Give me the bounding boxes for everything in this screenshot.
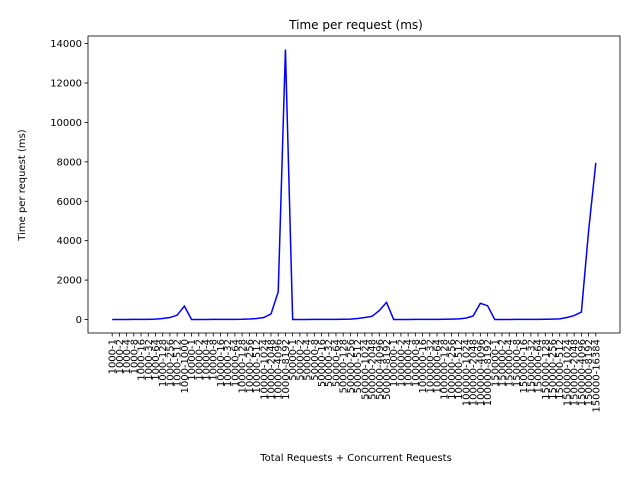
x-tick-label: 1000-16 — [137, 339, 148, 381]
x-tick-label: 100000-32 — [425, 339, 436, 394]
x-tick-label: 10000-16 — [216, 339, 227, 387]
x-axis-label: Total Requests + Concurrent Requests — [259, 453, 452, 464]
x-tick-label: 1000-512 — [173, 339, 184, 387]
x-tick-label: 10000-512 — [252, 339, 263, 394]
x-tick-label: 100000-8192 — [483, 339, 494, 406]
x-tick-label: 50000-2048 — [368, 339, 379, 400]
y-tick-label: 0 — [76, 315, 82, 326]
x-tick-label: 10000-8 — [209, 339, 220, 381]
y-tick-label: 4000 — [57, 236, 82, 247]
x-tick-label: 50000-1024 — [360, 339, 371, 400]
x-tick-label: 50000-16 — [317, 339, 328, 387]
x-tick-label: 100000-2 — [396, 339, 407, 387]
x-tick-label: 150000-4096 — [577, 339, 588, 406]
x-tick-label: 150000-16384 — [591, 339, 602, 413]
x-tick-label: 150000-1 — [490, 339, 501, 387]
x-tick-label: 50000-4096 — [375, 339, 386, 400]
x-tick-label: 10000-8192 — [281, 339, 292, 400]
x-tick-label: 50000-8 — [310, 339, 321, 381]
x-tick-label: 50000-128 — [339, 339, 350, 394]
x-tick-label: 150000-512 — [555, 339, 566, 400]
x-tick-label: 1000-4 — [122, 339, 133, 374]
x-tick-label: 100000-1 — [389, 339, 400, 387]
x-tick-label: 10000-1024 — [259, 339, 270, 400]
x-tick-label: 50000-256 — [346, 339, 357, 394]
x-tick-label: 100000-8 — [411, 339, 422, 387]
x-tick-label: 150000-2 — [497, 339, 508, 387]
x-tick-label: 150000-2048 — [570, 339, 581, 406]
y-tick-label: 12000 — [50, 79, 82, 90]
x-tick-label: 10000-256 — [245, 339, 256, 394]
y-tick-label: 14000 — [50, 39, 82, 50]
y-axis-label: Time per request (ms) — [17, 129, 28, 241]
x-tick-label: 150000-64 — [534, 339, 545, 394]
x-tick-label: 150000-8192 — [584, 339, 595, 406]
chart-title: Time per request (ms) — [288, 18, 423, 32]
x-tick-label: 1000-128 — [158, 339, 169, 387]
x-tick-label: 100000-4 — [404, 339, 415, 387]
x-tick-label: 100000-2048 — [469, 339, 480, 406]
x-tick-label: 150000-256 — [548, 339, 559, 400]
y-tick-label: 6000 — [57, 197, 82, 208]
x-tick-label: 50000-8192 — [382, 339, 393, 400]
x-tick-label: 10000-2048 — [266, 339, 277, 400]
x-tick-label: 150000-16 — [519, 339, 530, 394]
x-tick-label: 1000-32 — [144, 339, 155, 381]
x-tick-label: 10000-32 — [223, 339, 234, 387]
x-tick-label: 100000-64 — [433, 339, 444, 394]
x-tick-label: 50000-512 — [353, 339, 364, 394]
x-tick-label: 100000-512 — [454, 339, 465, 400]
x-tick-label: 1000-256 — [165, 339, 176, 387]
y-tick-label: 10000 — [50, 118, 82, 129]
x-tick-label: 50000-64 — [331, 339, 342, 387]
x-tick-label: 150000-32 — [526, 339, 537, 394]
x-tick-label: 150000-128 — [541, 339, 552, 400]
x-tick-label: 100000-128 — [440, 339, 451, 400]
x-tick-label: 150000-1024 — [562, 339, 573, 406]
x-tick-label: 150000-8 — [512, 339, 523, 387]
x-tick-label: 10000-128 — [238, 339, 249, 394]
line — [112, 49, 597, 321]
x-tick-label: 50000-1 — [288, 339, 299, 381]
y-tick-label: 8000 — [57, 157, 82, 168]
x-tick-label: 1000-8 — [129, 339, 140, 374]
x-tick-label: 100000-16 — [418, 339, 429, 394]
x-tick-label: 10000-64 — [230, 339, 241, 387]
x-tick-label: 1000-1 — [108, 339, 119, 374]
x-tick-label: 150000-4 — [505, 339, 516, 387]
x-tick-label: 50000-32 — [324, 339, 335, 387]
x-tick-label: 50000-2 — [295, 339, 306, 381]
x-tick-label: 10000-2 — [194, 339, 205, 381]
x-tick-label: 1000-1000 — [180, 339, 191, 394]
x-tick-label: 10000-4 — [202, 339, 213, 381]
x-tick-label: 1000-2 — [115, 339, 126, 374]
x-tick-label: 10000-4096 — [274, 339, 285, 400]
x-tick-label: 100000-1024 — [461, 339, 472, 406]
x-tick-label: 10000-1 — [187, 339, 198, 381]
plot-frame — [87, 35, 621, 334]
y-tick-label: 2000 — [57, 276, 82, 287]
x-tick-label: 1000-64 — [151, 339, 162, 381]
x-tick-label: 100000-256 — [447, 339, 458, 400]
x-tick-label: 50000-4 — [303, 339, 314, 381]
x-tick-label: 100000-4096 — [476, 339, 487, 406]
